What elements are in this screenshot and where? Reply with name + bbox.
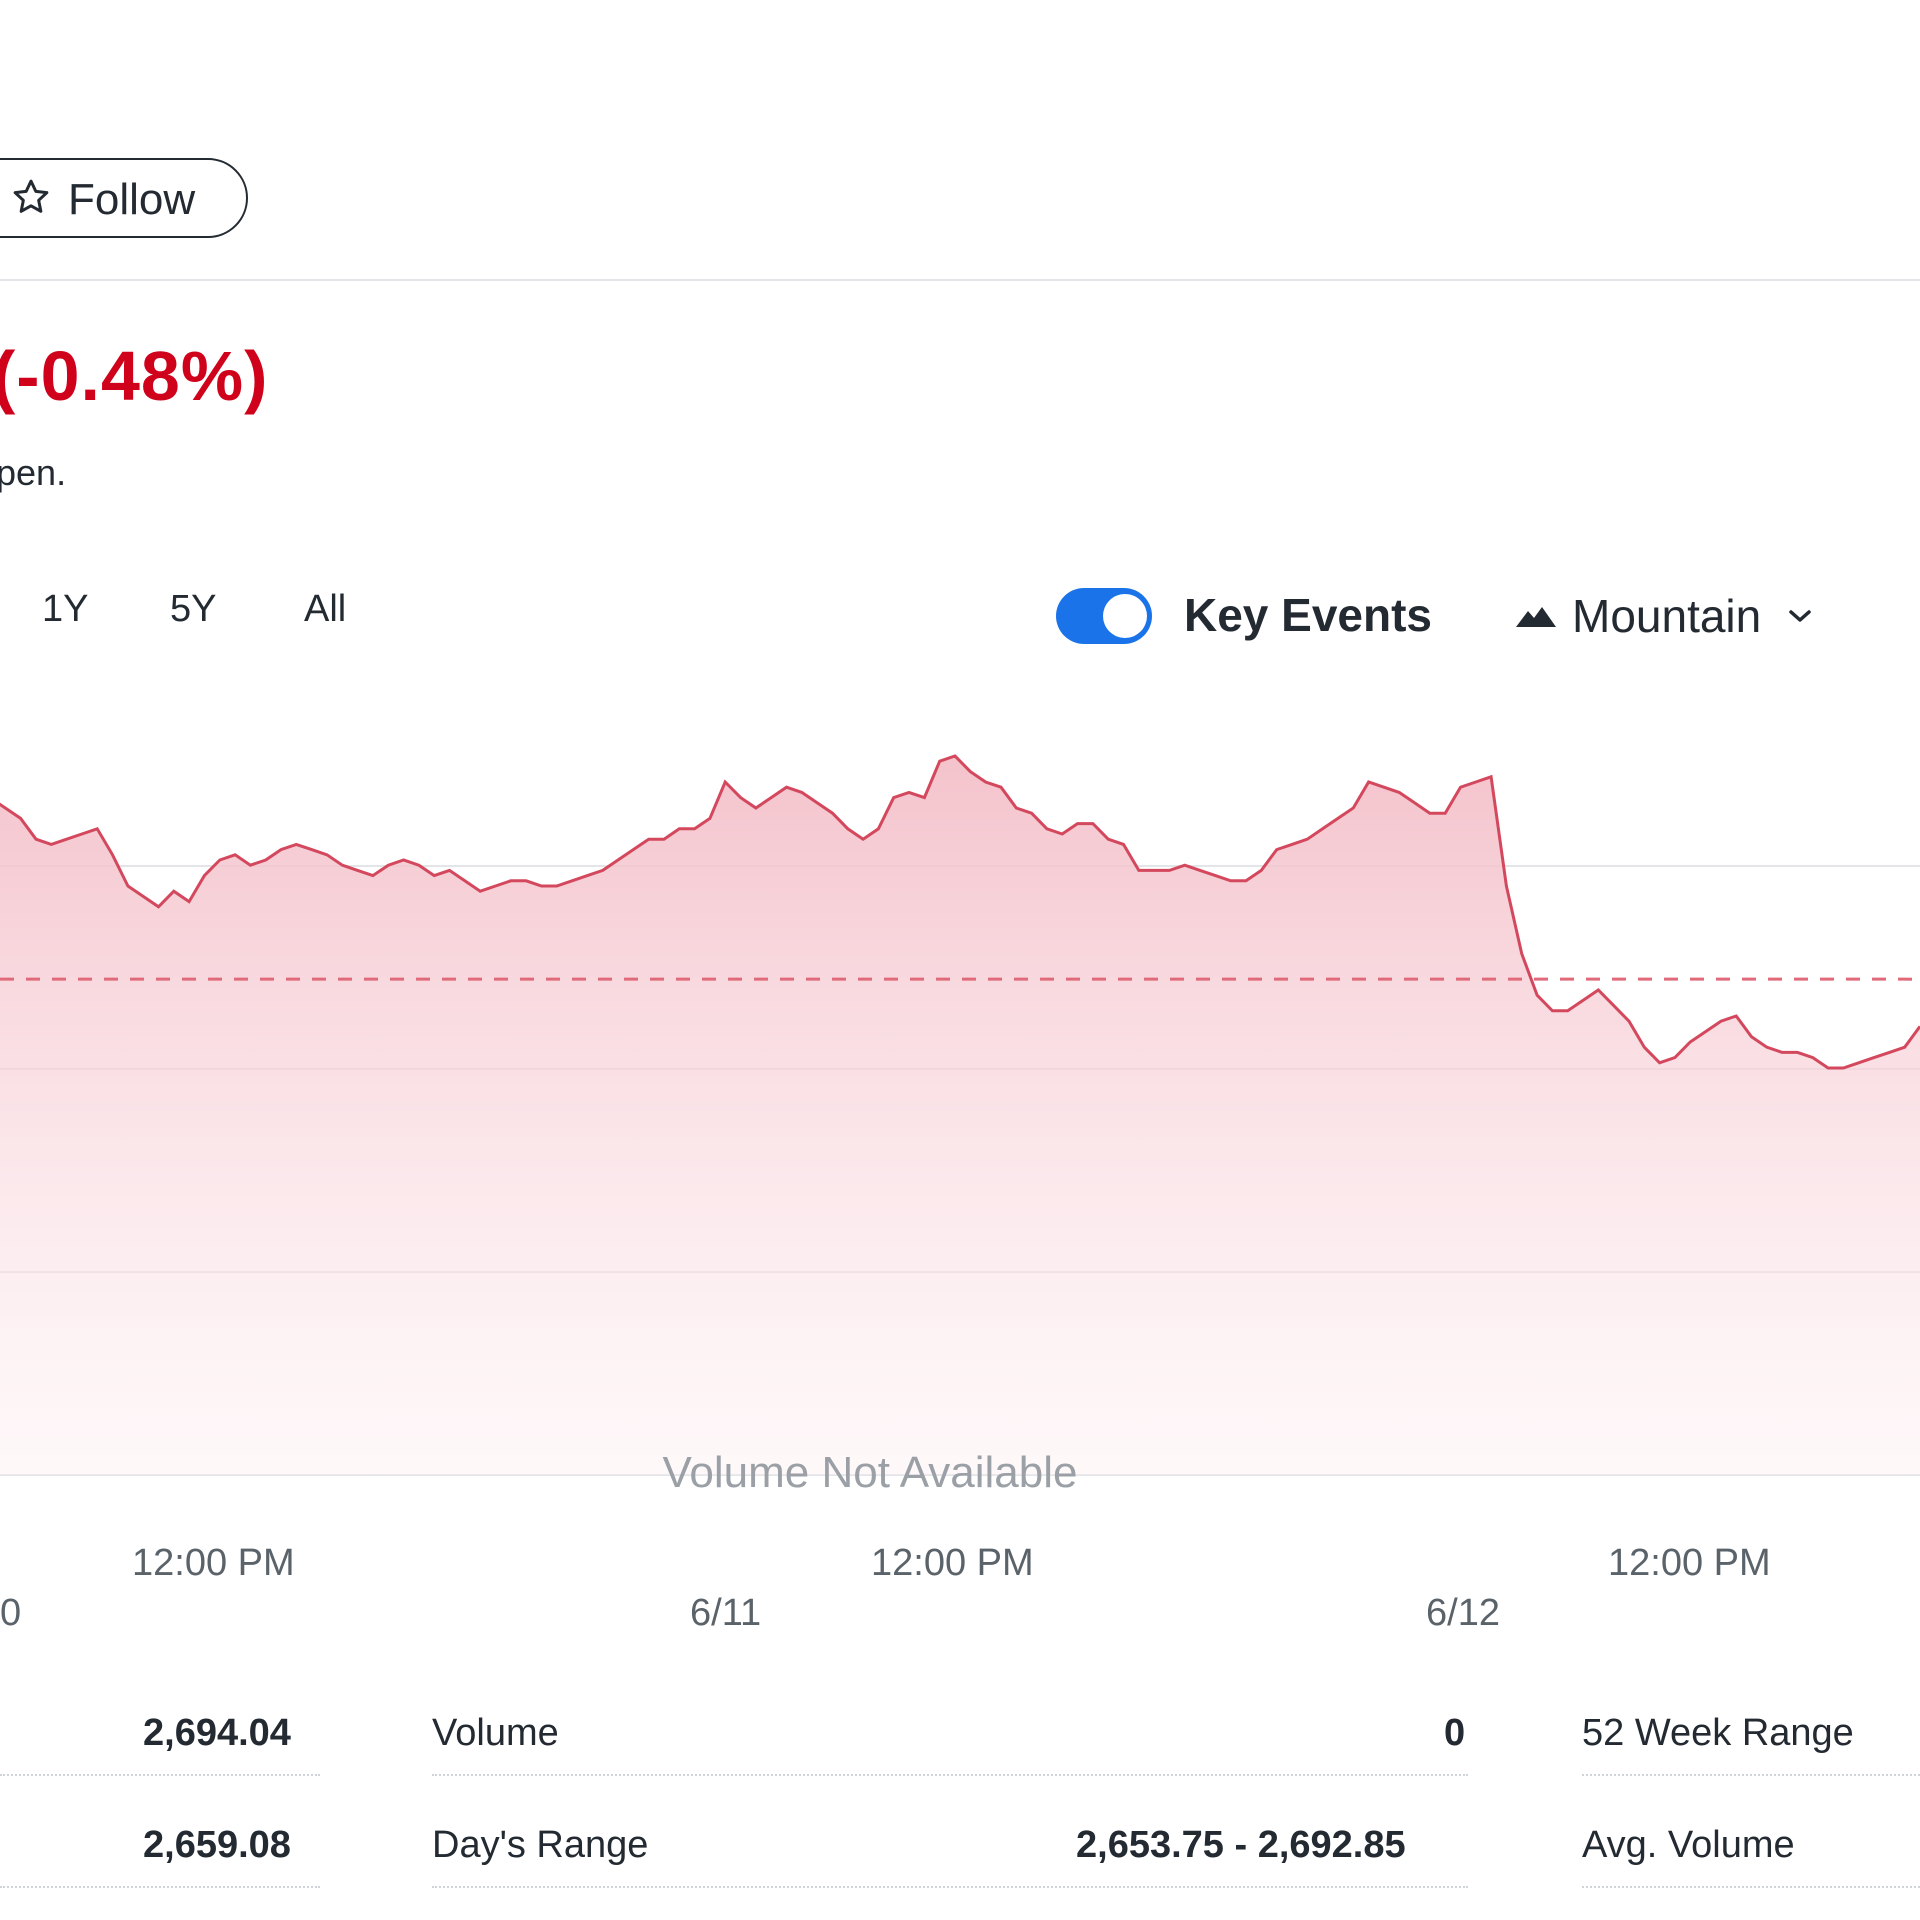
- chart-type-dropdown[interactable]: Mountain: [1514, 588, 1815, 644]
- mountain-icon: [1516, 607, 1556, 627]
- chevron-down-icon: [1789, 610, 1811, 622]
- row-divider: [1582, 1774, 1920, 1776]
- row-divider: [0, 1774, 320, 1776]
- row-divider: [432, 1774, 1468, 1776]
- market-status-note: pen.: [0, 452, 67, 493]
- price-line: [0, 754, 1920, 1070]
- key-events-label: Key Events: [1184, 589, 1433, 641]
- x-tick-date: 0: [0, 1592, 22, 1634]
- stat-label-52-week-range: 52 Week Range: [1582, 1712, 1854, 1754]
- range-tab-5y[interactable]: 5Y: [170, 588, 217, 630]
- price-area: [0, 756, 1920, 1475]
- x-tick-date: 6/12: [1426, 1592, 1500, 1634]
- toggle-knob: [1103, 594, 1147, 638]
- x-tick-time: 12:00 PM: [871, 1542, 1034, 1584]
- stat-value: 2,694.04: [143, 1712, 291, 1754]
- follow-button[interactable]: Follow: [0, 158, 248, 238]
- stat-label-avg-volume: Avg. Volume: [1582, 1824, 1795, 1866]
- stat-value-volume: 0: [1444, 1712, 1466, 1754]
- row-divider: [1582, 1886, 1920, 1888]
- range-tab-all[interactable]: All: [304, 588, 347, 630]
- stat-value-days-range: 2,653.75 - 2,692.85: [1076, 1824, 1406, 1866]
- chart-type-label: Mountain: [1572, 590, 1762, 642]
- stat-label-volume: Volume: [432, 1712, 559, 1754]
- stat-label-days-range: Day's Range: [432, 1824, 649, 1866]
- key-events-toggle[interactable]: [1056, 588, 1152, 644]
- volume-not-available: Volume Not Available: [662, 1448, 1078, 1497]
- x-tick-date: 6/11: [690, 1592, 762, 1634]
- range-tab-1y[interactable]: 1Y: [42, 588, 89, 630]
- star-icon: [13, 179, 49, 213]
- header-divider: [0, 279, 1920, 281]
- row-divider: [432, 1886, 1468, 1888]
- stat-value: 2,659.08: [143, 1824, 291, 1866]
- x-tick-time: 12:00 PM: [1608, 1542, 1771, 1584]
- x-tick-time: 12:00 PM: [132, 1542, 295, 1584]
- price-chart[interactable]: [0, 680, 1920, 1480]
- price-change-percent: (-0.48%): [0, 337, 269, 415]
- row-divider: [0, 1886, 320, 1888]
- follow-label: Follow: [68, 175, 196, 224]
